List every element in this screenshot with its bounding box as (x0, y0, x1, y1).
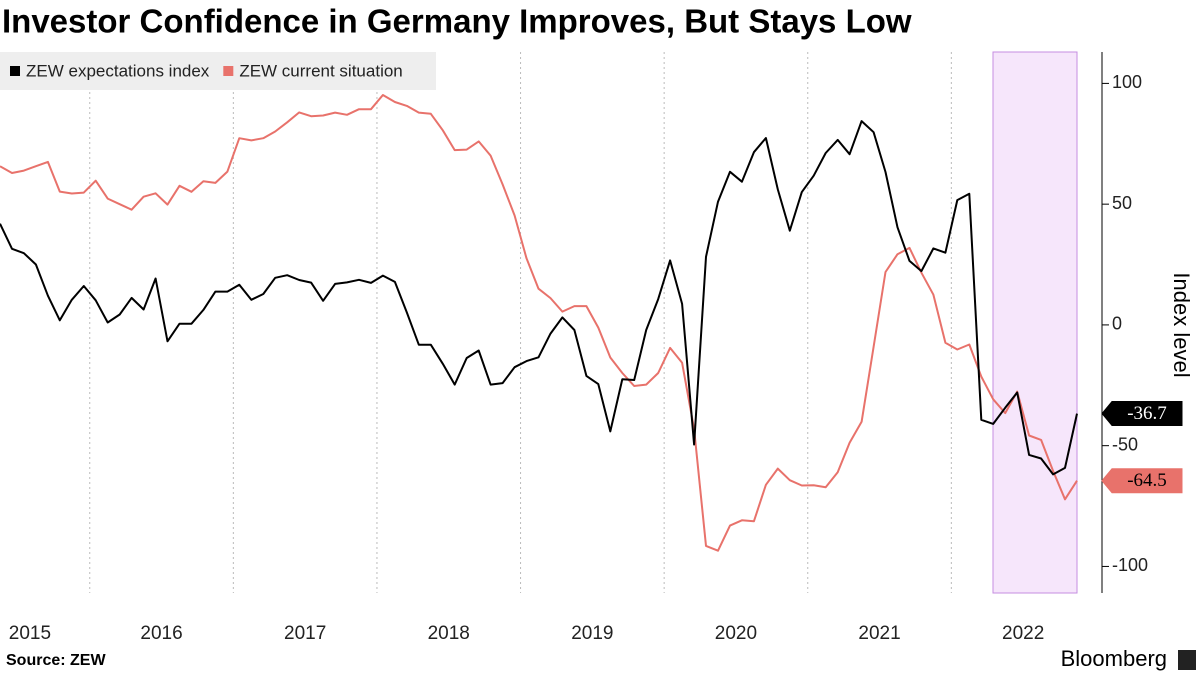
legend: ZEW expectations index ZEW current situat… (0, 52, 436, 90)
legend-label: ZEW current situation (239, 61, 402, 80)
end-label-box (1101, 468, 1183, 494)
y-tick-label: 50 (1112, 193, 1132, 213)
series-line (0, 120, 1078, 476)
series-line (0, 94, 1078, 552)
y-tick-label: 100 (1112, 72, 1142, 92)
end-label: -64.5 (1127, 470, 1167, 491)
brand: Bloomberg (1061, 646, 1167, 671)
x-tick-label: 2015 (9, 623, 51, 644)
x-tick-label: 2016 (140, 623, 182, 644)
y-axis-label: Index level (1169, 272, 1194, 377)
legend-background (0, 52, 436, 90)
brand-icon (1178, 650, 1196, 670)
x-tick-label: 2017 (284, 623, 326, 644)
highlight-band (992, 51, 1078, 594)
x-tick-label: 2018 (428, 623, 470, 644)
x-tick-label: 2020 (715, 623, 757, 644)
end-label-box (1101, 401, 1183, 427)
legend-swatch (223, 66, 234, 76)
legend-swatch (10, 66, 20, 76)
y-tick-label: 0 (1112, 314, 1122, 334)
source: Source: ZEW (6, 652, 106, 669)
y-tick-label: -50 (1112, 434, 1138, 454)
chart-title: Investor Confidence in Germany Improves,… (2, 3, 912, 40)
legend-label: ZEW expectations index (26, 61, 210, 80)
x-tick-label: 2022 (1002, 623, 1044, 644)
x-tick-label: 2021 (858, 623, 900, 644)
x-tick-label: 2019 (571, 623, 613, 644)
y-tick-label: -100 (1112, 555, 1148, 575)
end-label: -36.7 (1127, 403, 1167, 424)
